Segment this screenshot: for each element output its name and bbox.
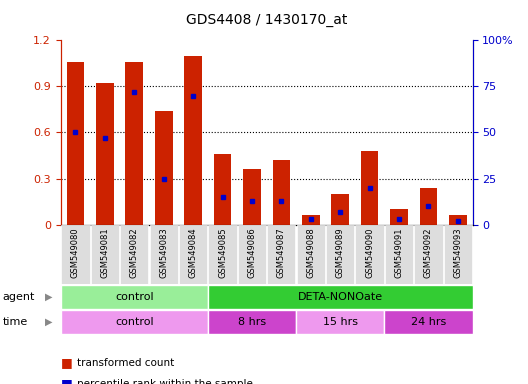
Bar xyxy=(67,62,84,225)
Text: agent: agent xyxy=(3,291,35,302)
FancyBboxPatch shape xyxy=(209,225,237,284)
FancyBboxPatch shape xyxy=(208,285,473,309)
FancyBboxPatch shape xyxy=(444,225,472,284)
FancyBboxPatch shape xyxy=(355,225,384,284)
Bar xyxy=(302,215,319,225)
Bar xyxy=(243,169,261,225)
FancyBboxPatch shape xyxy=(91,225,119,284)
Text: GSM549093: GSM549093 xyxy=(454,228,463,278)
Bar xyxy=(361,151,379,225)
Text: percentile rank within the sample: percentile rank within the sample xyxy=(77,379,252,384)
Text: control: control xyxy=(115,316,154,327)
Text: time: time xyxy=(3,316,28,327)
FancyBboxPatch shape xyxy=(61,285,208,309)
Bar xyxy=(96,83,114,225)
Text: GSM549090: GSM549090 xyxy=(365,228,374,278)
Text: GSM549086: GSM549086 xyxy=(248,228,257,278)
Bar xyxy=(390,209,408,225)
FancyBboxPatch shape xyxy=(120,225,148,284)
Text: GDS4408 / 1430170_at: GDS4408 / 1430170_at xyxy=(186,13,347,27)
Text: ▶: ▶ xyxy=(45,291,53,302)
Bar xyxy=(272,160,290,225)
Text: 8 hrs: 8 hrs xyxy=(238,316,266,327)
Text: ■: ■ xyxy=(61,377,72,384)
Text: 24 hrs: 24 hrs xyxy=(411,316,446,327)
Text: GSM549091: GSM549091 xyxy=(394,228,403,278)
Text: GSM549089: GSM549089 xyxy=(336,228,345,278)
Text: GSM549081: GSM549081 xyxy=(100,228,109,278)
Text: ▶: ▶ xyxy=(45,316,53,327)
Text: GSM549080: GSM549080 xyxy=(71,228,80,278)
FancyBboxPatch shape xyxy=(208,310,296,334)
Text: GSM549087: GSM549087 xyxy=(277,228,286,278)
FancyBboxPatch shape xyxy=(61,225,90,284)
FancyBboxPatch shape xyxy=(326,225,354,284)
Text: 15 hrs: 15 hrs xyxy=(323,316,357,327)
Bar xyxy=(184,56,202,225)
Text: GSM549082: GSM549082 xyxy=(130,228,139,278)
Bar xyxy=(155,111,173,225)
FancyBboxPatch shape xyxy=(179,225,207,284)
Text: transformed count: transformed count xyxy=(77,358,174,368)
Bar xyxy=(449,215,467,225)
Text: ■: ■ xyxy=(61,356,72,369)
FancyBboxPatch shape xyxy=(238,225,266,284)
FancyBboxPatch shape xyxy=(149,225,178,284)
Text: GSM549092: GSM549092 xyxy=(424,228,433,278)
FancyBboxPatch shape xyxy=(414,225,442,284)
FancyBboxPatch shape xyxy=(61,310,208,334)
Text: DETA-NONOate: DETA-NONOate xyxy=(298,291,383,302)
FancyBboxPatch shape xyxy=(297,225,325,284)
Bar xyxy=(126,62,143,225)
Bar xyxy=(332,194,349,225)
FancyBboxPatch shape xyxy=(296,310,384,334)
Text: GSM549084: GSM549084 xyxy=(188,228,197,278)
Bar xyxy=(214,154,231,225)
FancyBboxPatch shape xyxy=(384,310,473,334)
FancyBboxPatch shape xyxy=(385,225,413,284)
Text: GSM549085: GSM549085 xyxy=(218,228,227,278)
Bar xyxy=(420,188,437,225)
Text: GSM549083: GSM549083 xyxy=(159,228,168,278)
FancyBboxPatch shape xyxy=(267,225,296,284)
Text: control: control xyxy=(115,291,154,302)
Text: GSM549088: GSM549088 xyxy=(306,228,315,278)
